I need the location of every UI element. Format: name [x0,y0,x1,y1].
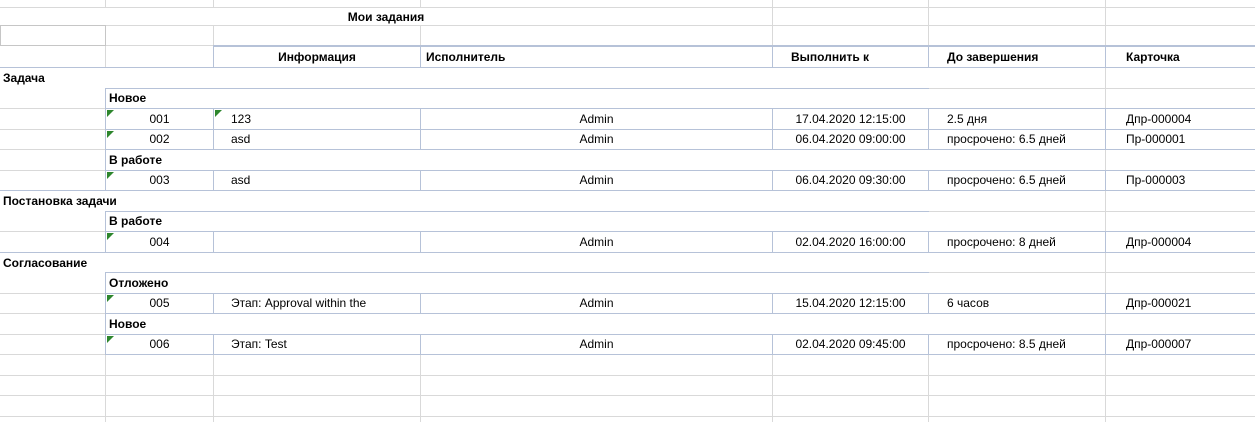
gridline [0,415,1255,417]
task-cell-due[interactable]: 06.04.2020 09:30:00 [772,169,929,191]
task-cell-executor[interactable]: Admin [420,108,773,130]
number-stored-as-text-flag-icon [107,335,114,343]
status-row-title[interactable]: Новое [105,87,929,109]
task-cell-info[interactable]: asd [213,128,421,150]
gridline [0,25,1255,26]
task-cell-number[interactable]: 006 [105,333,214,355]
status-row-title[interactable]: Отложено [105,272,929,294]
task-cell-card[interactable]: Дпр-000004 [1105,108,1255,130]
report-title-cell[interactable]: Мои задания [0,8,772,25]
gridline [0,395,1255,396]
task-cell-info[interactable]: Этап: Test [213,333,421,355]
empty-corner-box [0,25,106,46]
task-cell-due[interactable]: 17.04.2020 12:15:00 [772,108,929,130]
task-cell-info[interactable]: Этап: Approval within the [213,292,421,314]
task-cell-info[interactable]: 123 [213,108,421,130]
task-cell-card[interactable]: Пр-000001 [1105,128,1255,150]
task-cell-executor[interactable]: Admin [420,128,773,150]
task-cell-info[interactable]: asd [213,169,421,191]
task-cell-due[interactable]: 02.04.2020 16:00:00 [772,231,929,253]
number-stored-as-text-flag-icon [107,130,114,138]
task-cell-remaining[interactable]: 6 часов [928,292,1106,314]
header-cell-card[interactable]: Карточка [1105,45,1255,68]
task-cell-number[interactable]: 005 [105,292,214,314]
status-row-title[interactable]: Новое [105,313,929,335]
section-row-title[interactable]: Постановка задачи [0,190,929,212]
header-cell-remaining[interactable]: До завершения [928,45,1106,68]
task-cell-executor[interactable]: Admin [420,333,773,355]
task-cell-number[interactable]: 003 [105,169,214,191]
task-cell-card[interactable]: Дпр-000004 [1105,231,1255,253]
task-cell-card[interactable]: Дпр-000021 [1105,292,1255,314]
number-stored-as-text-flag-icon [107,294,114,302]
task-cell-due[interactable]: 06.04.2020 09:00:00 [772,128,929,150]
task-cell-executor[interactable]: Admin [420,231,773,253]
task-cell-card[interactable]: Пр-000003 [1105,169,1255,191]
header-cell-due[interactable]: Выполнить к [772,45,929,68]
number-stored-as-text-flag-icon [215,110,222,117]
number-stored-as-text-flag-icon [107,171,114,179]
section-row-title[interactable]: Согласование [0,251,929,273]
number-stored-as-text-flag-icon [107,233,114,240]
task-cell-remaining[interactable]: просрочено: 6.5 дней [928,128,1106,150]
task-cell-remaining[interactable]: просрочено: 8 дней [928,231,1106,253]
status-row-title[interactable]: В работе [105,210,929,232]
status-row-title[interactable]: В работе [105,149,929,171]
task-cell-number[interactable]: 001 [105,108,214,130]
gridline [0,7,1255,8]
task-cell-number[interactable]: 002 [105,128,214,150]
task-cell-due[interactable]: 02.04.2020 09:45:00 [772,333,929,355]
task-cell-executor[interactable]: Admin [420,169,773,191]
section-row-title[interactable]: Задача [0,67,929,89]
number-stored-as-text-flag-icon [107,110,114,117]
task-cell-remaining[interactable]: просрочено: 6.5 дней [928,169,1106,191]
task-cell-remaining[interactable]: просрочено: 8.5 дней [928,333,1106,355]
gridline [0,374,1255,376]
task-cell-card[interactable]: Дпр-000007 [1105,333,1255,355]
header-cell-executor[interactable]: Исполнитель [420,45,773,68]
task-cell-executor[interactable]: Admin [420,292,773,314]
header-cell-info[interactable]: Информация [213,45,421,68]
task-cell-number[interactable]: 004 [105,231,214,253]
task-cell-due[interactable]: 15.04.2020 12:15:00 [772,292,929,314]
task-cell-remaining[interactable]: 2.5 дня [928,108,1106,130]
task-cell-info[interactable] [213,231,421,253]
